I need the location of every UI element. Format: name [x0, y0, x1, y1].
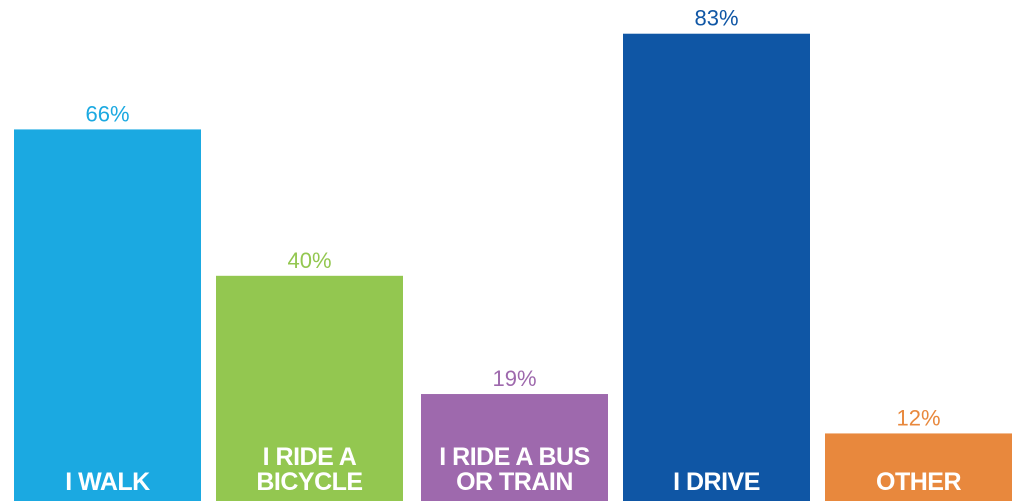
- category-label: OTHER: [876, 468, 962, 496]
- bar: [825, 433, 1012, 501]
- value-label: 19%: [492, 366, 536, 391]
- bar: [623, 33, 810, 501]
- bar: [14, 129, 201, 501]
- value-label: 40%: [287, 248, 331, 273]
- category-label: I WALK: [65, 468, 150, 496]
- category-label: I DRIVE: [673, 468, 760, 496]
- bar: [421, 394, 608, 501]
- category-label: I RIDE A BUS OR TRAIN: [439, 443, 590, 496]
- value-label: 66%: [85, 101, 129, 126]
- value-label: 83%: [694, 6, 738, 31]
- category-label: I RIDE A BICYCLE: [256, 443, 363, 496]
- bar: [216, 275, 403, 501]
- value-label: 12%: [896, 405, 940, 430]
